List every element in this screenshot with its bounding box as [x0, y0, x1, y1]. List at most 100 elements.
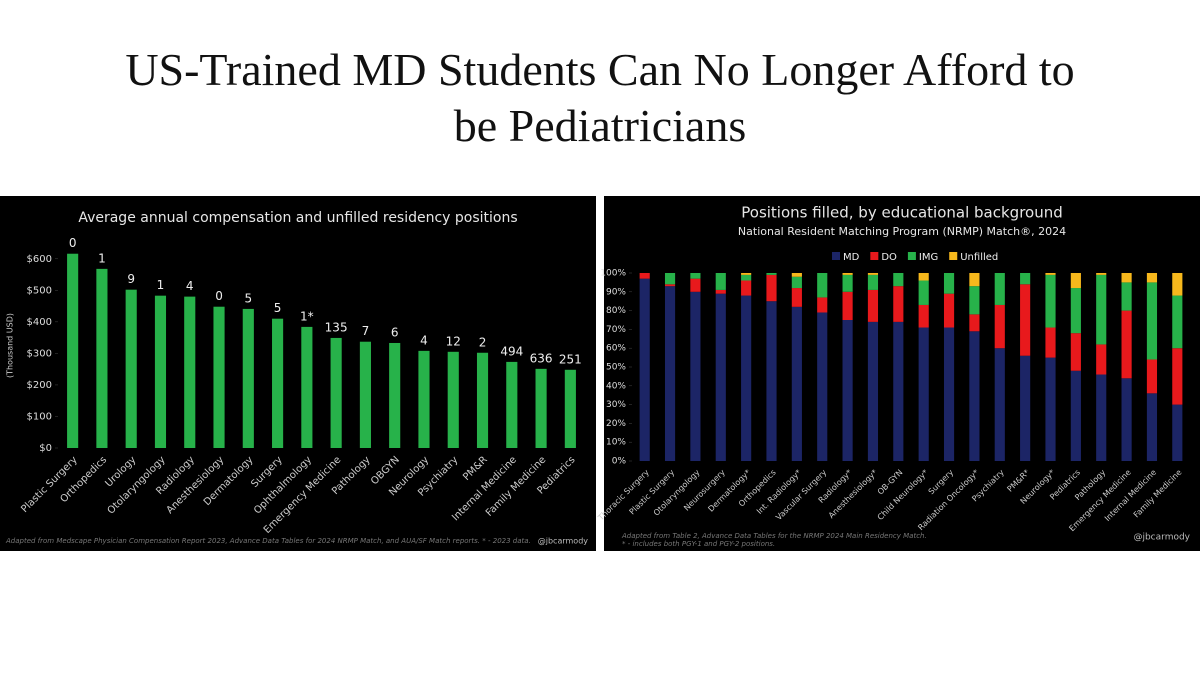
bar — [154, 295, 167, 448]
bar-label: 1 — [157, 278, 165, 292]
bar-segment — [1045, 274, 1056, 328]
y-tick-label: $400 — [27, 317, 52, 328]
bar-segment — [1172, 295, 1183, 349]
footnote: Adapted from Medscape Physician Compensa… — [5, 537, 531, 545]
bar-segment — [969, 286, 980, 315]
bar-segment — [1020, 273, 1031, 285]
y-tick-label: 60% — [606, 344, 626, 354]
y-tick-label: $100 — [27, 411, 52, 422]
bar-segment — [690, 278, 701, 292]
bar-segment — [918, 327, 929, 461]
bar-segment — [842, 320, 853, 461]
bar-segment — [741, 273, 752, 275]
chart-title: Positions filled, by educational backgro… — [741, 204, 1063, 222]
bar-segment — [1121, 310, 1132, 379]
bar — [125, 289, 137, 448]
y-tick-label: $500 — [27, 285, 52, 296]
bar-segment — [969, 273, 980, 287]
bar-segment — [893, 273, 904, 287]
y-tick-label: 50% — [606, 363, 626, 373]
legend-label: MD — [843, 252, 860, 263]
bar-segment — [766, 274, 777, 302]
bar — [506, 361, 518, 448]
bar-segment — [842, 273, 853, 275]
bar-segment — [1121, 378, 1132, 461]
bar-segment — [1070, 273, 1081, 289]
bar — [447, 351, 459, 448]
bar-segment — [715, 289, 726, 294]
bar-label: 0 — [215, 289, 223, 303]
bar-segment — [817, 312, 828, 461]
bar-label: 251 — [559, 352, 582, 366]
bar-segment — [867, 273, 879, 275]
bar-segment — [741, 274, 752, 281]
bar — [330, 337, 342, 448]
bar-segment — [994, 348, 1005, 461]
legend-label: IMG — [919, 252, 938, 263]
chart-subtitle: National Resident Matching Program (NRMP… — [738, 225, 1066, 238]
bar-segment — [1172, 404, 1183, 461]
bar-segment — [867, 289, 879, 322]
bar-segment — [1096, 344, 1107, 375]
bar-segment — [969, 331, 980, 461]
bar — [213, 306, 225, 448]
bar-segment — [842, 274, 853, 292]
chart-title: Average annual compensation and unfilled… — [78, 210, 517, 226]
bar-segment — [639, 278, 650, 461]
y-tick-label: 40% — [606, 381, 626, 391]
bar-segment — [842, 291, 853, 320]
bar-label: 5 — [274, 301, 282, 315]
bar-segment — [943, 293, 955, 328]
bar-segment — [791, 288, 802, 307]
bar — [418, 350, 430, 448]
y-tick-label: 80% — [606, 306, 626, 316]
bar-segment — [918, 280, 929, 305]
bar-label: 7 — [362, 324, 370, 338]
handle: @jbcarmody — [538, 537, 589, 546]
bar-segment — [994, 304, 1005, 349]
footnote: * - includes both PGY-1 and PGY-2 positi… — [622, 540, 775, 548]
bar-segment — [1146, 393, 1158, 461]
bar-segment — [1020, 284, 1031, 356]
bar — [301, 326, 313, 448]
bar-segment — [741, 280, 752, 296]
legend-swatch — [870, 252, 879, 260]
bar-segment — [791, 276, 802, 289]
bar-segment — [1121, 273, 1132, 283]
bar-label: 135 — [325, 320, 348, 334]
bar-segment — [1096, 274, 1107, 345]
bar-segment — [817, 297, 828, 313]
bar — [242, 308, 254, 448]
bar-segment — [1096, 273, 1107, 275]
y-axis-label: (Thousand USD) — [6, 313, 15, 378]
bar-label: 2 — [479, 335, 487, 349]
bar-segment — [867, 274, 879, 290]
bar-segment — [791, 306, 802, 461]
bar-segment — [715, 273, 726, 290]
y-tick-label: 0% — [612, 457, 627, 467]
bar — [476, 352, 489, 448]
bar-segment — [1146, 359, 1158, 394]
bar-segment — [1070, 333, 1081, 371]
y-tick-label: $300 — [27, 348, 52, 359]
legend-swatch — [949, 252, 958, 260]
bar-segment — [867, 321, 879, 461]
bar-segment — [741, 295, 752, 461]
bar — [272, 318, 284, 448]
bar-segment — [715, 293, 726, 461]
bar-label: 5 — [244, 291, 252, 305]
legend-label: Unfilled — [960, 252, 998, 263]
y-tick-label: 10% — [606, 438, 626, 448]
bar-segment — [1070, 370, 1081, 461]
bar — [535, 368, 547, 448]
bar-segment — [943, 327, 955, 461]
legend-swatch — [907, 252, 916, 260]
bar-label: 4 — [420, 333, 428, 347]
y-tick-label: $600 — [27, 254, 52, 265]
bar-segment — [791, 273, 802, 277]
bar-segment — [918, 304, 929, 328]
bar-segment — [766, 301, 777, 461]
bar-label: 9 — [127, 272, 135, 286]
slide-title: US-Trained MD Students Can No Longer Aff… — [125, 44, 1074, 151]
